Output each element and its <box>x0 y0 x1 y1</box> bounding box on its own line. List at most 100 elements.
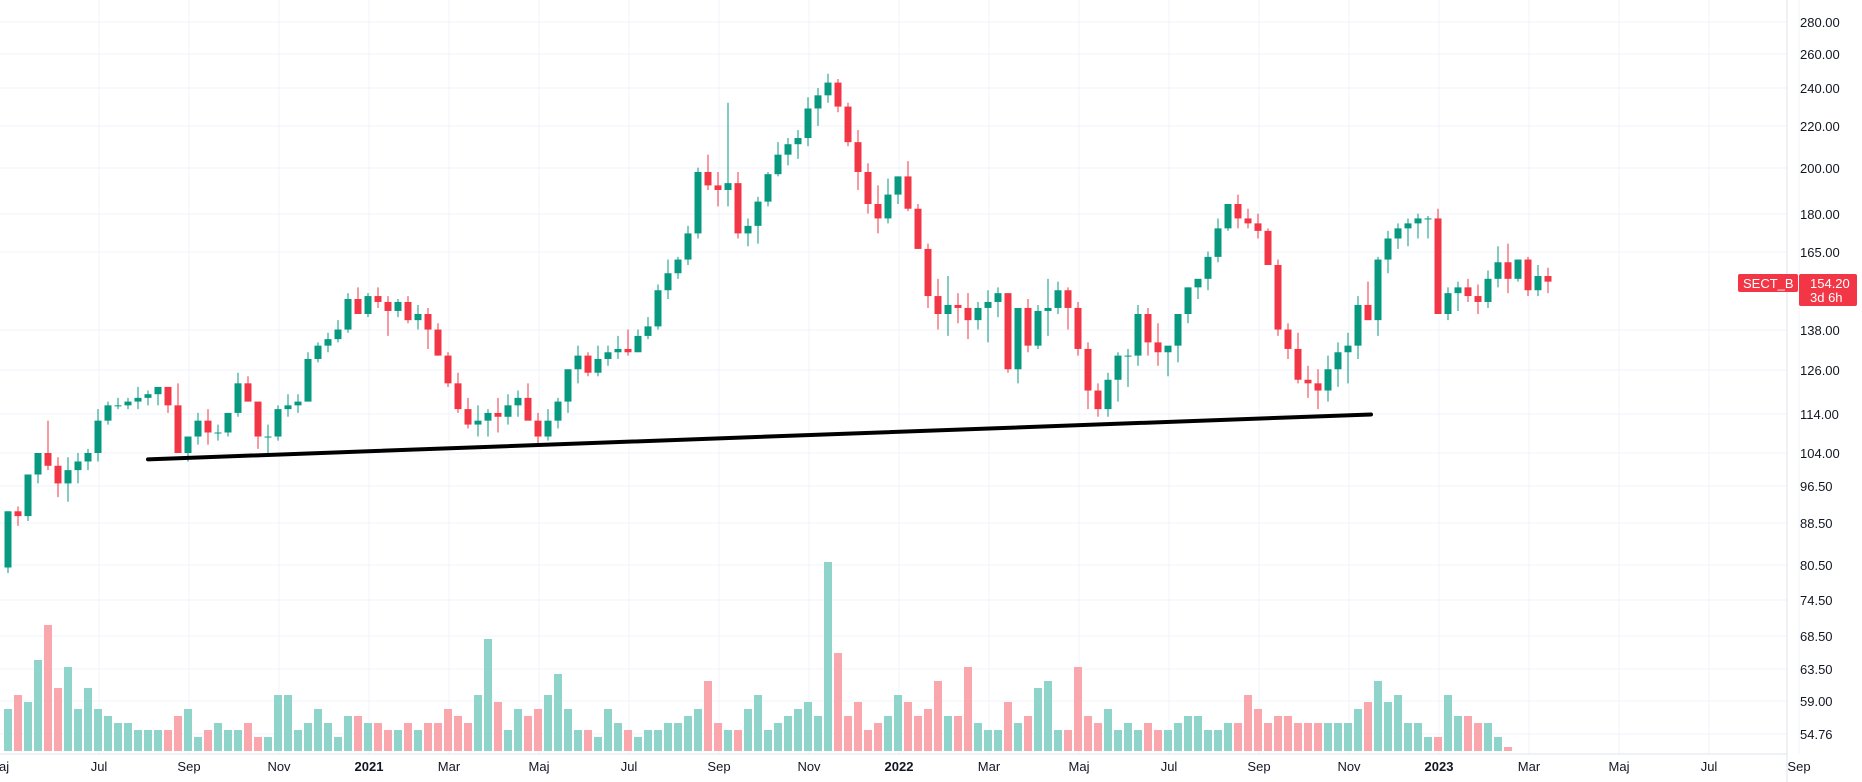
volume-bar <box>564 709 572 751</box>
volume-bar <box>1224 723 1232 751</box>
candle-body <box>624 348 632 353</box>
volume-bar <box>1234 723 1242 751</box>
price-axis[interactable]: 280.00 260.00 240.00 220.00 200.00 180.00 165.… <box>1800 15 1840 742</box>
candle-body <box>1094 390 1102 410</box>
volume-bar <box>264 737 272 751</box>
candle-body <box>1234 203 1242 219</box>
candle-body <box>1344 345 1352 353</box>
candle-body <box>1314 383 1322 391</box>
candle-body <box>1384 238 1392 260</box>
candlesticks <box>4 73 1552 574</box>
volume-bar <box>1294 723 1302 751</box>
candle-body <box>414 314 422 321</box>
time-axis-label: aj <box>0 759 9 774</box>
candle-body <box>694 171 702 234</box>
candle-body <box>494 412 502 417</box>
price-axis-label: 114.00 <box>1800 407 1839 422</box>
volume-bar <box>14 695 22 751</box>
candle-body <box>1144 314 1152 343</box>
volume-bar <box>524 716 532 751</box>
candle-body <box>654 290 662 327</box>
volume-bar <box>314 709 322 751</box>
candle-body <box>374 296 382 302</box>
candle-body <box>924 248 932 297</box>
volume-bar <box>994 730 1002 751</box>
volume-bar <box>1254 709 1262 751</box>
volume-bar <box>404 723 412 751</box>
volume-bar <box>434 723 442 751</box>
volume-bar <box>1324 723 1332 751</box>
volume-bar <box>774 723 782 751</box>
price-axis-label: 165.00 <box>1800 245 1840 260</box>
volume-bar <box>744 709 752 751</box>
volume-bar <box>1104 709 1112 751</box>
candle-body <box>474 420 482 425</box>
time-axis[interactable]: aj Jul Sep Nov 2021 Mar Maj Jul Sep Nov 2022 Mar Maj… <box>0 759 1811 774</box>
volume-bar <box>104 716 112 751</box>
candle-body <box>774 154 782 175</box>
candle-body <box>124 401 132 406</box>
candle-body <box>544 420 552 437</box>
candle-body <box>834 82 842 107</box>
symbol-tag: SECT_B <box>1743 276 1794 291</box>
time-axis-label: Mar <box>1518 759 1541 774</box>
volume-bar <box>1184 716 1192 751</box>
volume-bar <box>364 723 372 751</box>
candle-body <box>344 299 352 330</box>
candle-body <box>24 474 32 517</box>
volume-bar <box>924 709 932 751</box>
candle-body <box>1334 352 1342 370</box>
candle-body <box>574 355 582 370</box>
candle-body <box>754 201 762 226</box>
volume-bar <box>84 688 92 751</box>
candle-body <box>1174 314 1182 346</box>
volume-bar <box>474 695 482 751</box>
volume-bar <box>754 695 762 751</box>
candle-body <box>934 296 942 315</box>
candle-body <box>34 453 42 475</box>
volume-bar <box>1034 688 1042 751</box>
volume-bar <box>344 716 352 751</box>
volume-bar <box>124 723 132 751</box>
candle-body <box>764 174 772 202</box>
volume-bar <box>1504 747 1512 751</box>
time-axis-label: Maj <box>529 759 550 774</box>
volume-bar <box>824 562 832 751</box>
time-axis-label: Jul <box>1161 759 1178 774</box>
volume-bar <box>654 730 662 751</box>
price-axis-label: 104.00 <box>1800 446 1840 461</box>
volume-bar <box>904 702 912 751</box>
volume-bar <box>784 716 792 751</box>
price-axis-label: 200.00 <box>1800 161 1840 176</box>
candle-body <box>1164 345 1172 353</box>
volume-bar <box>694 709 702 751</box>
candle-body <box>814 95 822 109</box>
candle-body <box>204 420 212 433</box>
candle-body <box>1404 223 1412 229</box>
volume-bar <box>214 723 222 751</box>
candle-body <box>464 409 472 425</box>
volume-bar <box>1454 716 1462 751</box>
volume-bar <box>1384 702 1392 751</box>
candle-body <box>184 436 192 453</box>
candle-body <box>1284 329 1292 349</box>
volume-bar <box>1014 723 1022 751</box>
candle-body <box>504 405 512 417</box>
candle-body <box>1324 369 1332 391</box>
candle-body <box>864 171 872 204</box>
candle-body <box>634 335 642 353</box>
candle-body <box>1264 230 1272 265</box>
candle-body <box>334 329 342 340</box>
candle-body <box>164 386 172 406</box>
candle-body <box>1494 262 1502 279</box>
volume-bar <box>424 723 432 751</box>
candle-body <box>1154 342 1162 353</box>
volume-bar <box>294 730 302 751</box>
candle-body <box>1544 276 1552 282</box>
candle-body <box>274 409 282 437</box>
volume-bar <box>1394 695 1402 751</box>
volume-bar <box>964 667 972 751</box>
volume-bar <box>1344 723 1352 751</box>
volume-bar <box>934 681 942 751</box>
